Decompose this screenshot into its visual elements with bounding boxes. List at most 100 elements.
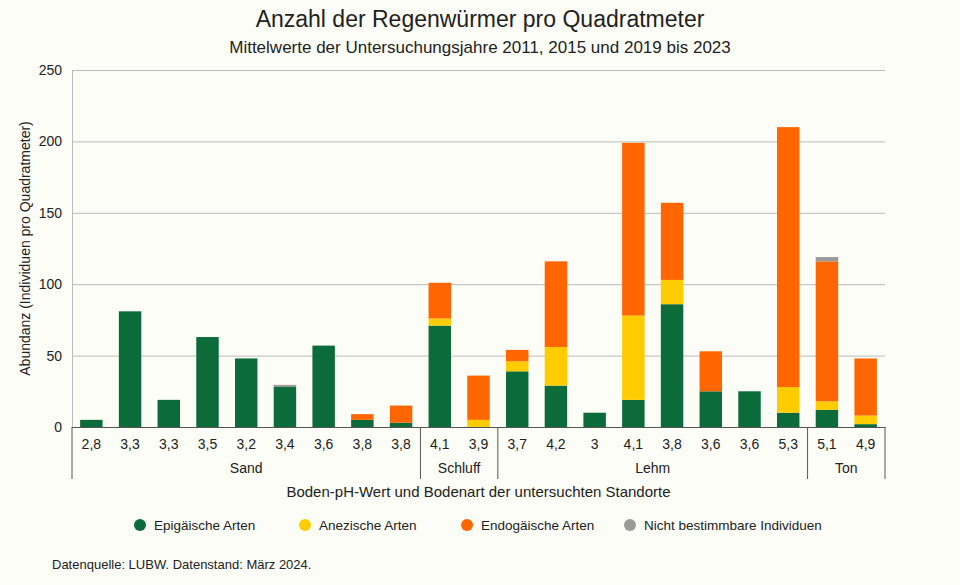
- grid-line: [72, 427, 885, 428]
- bar-segment: [777, 127, 799, 387]
- grid-line: [72, 356, 885, 357]
- bar-segment: [158, 400, 180, 427]
- group-separator: [807, 427, 808, 479]
- x-tick-label: 3,4: [275, 436, 295, 452]
- x-tick-label: 3,6: [314, 436, 334, 452]
- bar-segment: [816, 410, 838, 427]
- x-tick-label: 4,1: [624, 436, 644, 452]
- x-tick: 4,1: [430, 427, 450, 452]
- x-tick: 3: [591, 427, 599, 452]
- x-tick-label: 5,3: [778, 436, 798, 452]
- y-tick-label: 250: [39, 62, 63, 78]
- bar-segment: [622, 142, 644, 143]
- x-tick-label: 4,9: [856, 436, 876, 452]
- bar-segment: [312, 346, 334, 427]
- bar-segment: [545, 347, 567, 386]
- legend-label: Endogäische Arten: [481, 518, 594, 533]
- group-label: Sand: [230, 460, 263, 476]
- bar-segment: [506, 349, 528, 350]
- bar-segment: [196, 337, 218, 338]
- bar-segment: [158, 399, 180, 400]
- bar-segment: [390, 405, 412, 406]
- x-tick: 3,8: [662, 427, 682, 452]
- x-tick: 4,2: [546, 427, 566, 452]
- legend-label: Nicht bestimmbare Individuen: [644, 518, 822, 533]
- y-tick: 50: [46, 348, 885, 364]
- x-tick-label: 3,3: [159, 436, 179, 452]
- bar-segment: [700, 391, 722, 427]
- bar-segment: [583, 412, 605, 413]
- x-tick-label: 3,2: [236, 436, 256, 452]
- plot: 0501001502002502,8 3,3 3,3 3,5 3,2 3,4 3,6 3,8 3…: [39, 62, 886, 479]
- bar-segment: [80, 419, 102, 420]
- x-axis: 2,8 3,3 3,3 3,5 3,2 3,4 3,6 3,8 3,8 4,1 3,9 3,7 4,2 3…: [73, 427, 886, 452]
- bar-segment: [467, 376, 489, 420]
- bar-segment: [506, 350, 528, 361]
- bar-segment: [467, 375, 489, 376]
- legend: Epigäische ArtenAnezische ArtenEndogäisc…: [134, 518, 822, 533]
- bar-segment: [816, 257, 838, 261]
- bar-segment: [390, 423, 412, 427]
- bar-segment: [661, 304, 683, 427]
- bar-segment: [583, 412, 605, 413]
- bar-segment: [196, 337, 218, 427]
- x-tick-label: 4,1: [430, 436, 450, 452]
- x-tick: 3,3: [159, 427, 179, 452]
- bar-segment: [351, 414, 373, 415]
- bar-segment: [80, 420, 102, 427]
- bar-segment: [467, 420, 489, 427]
- x-tick-label: 2,8: [82, 436, 102, 452]
- group-separator: [420, 427, 421, 479]
- bar-segment: [351, 420, 373, 427]
- group-label: Schluff: [438, 460, 481, 476]
- bar-segment: [429, 318, 451, 325]
- x-tick: 5,3: [778, 427, 798, 452]
- chart: Anzahl der Regenwürmer pro Quadratmeter M…: [0, 0, 960, 585]
- x-tick: 3,3: [120, 427, 140, 452]
- bar-segment: [545, 261, 567, 262]
- grid-line: [72, 213, 885, 214]
- x-tick-label: 3,5: [198, 436, 218, 452]
- bar-segment: [777, 387, 799, 413]
- y-axis: 050100150200250: [39, 62, 885, 435]
- x-tick-label: 3,6: [701, 436, 721, 452]
- bar-segment: [312, 345, 334, 346]
- bar-segment: [506, 371, 528, 427]
- legend-swatch: [624, 519, 636, 531]
- series-bars: [429, 280, 877, 427]
- legend-swatch: [461, 519, 473, 531]
- bar-segment: [119, 311, 141, 312]
- series-bars: [274, 257, 838, 387]
- x-tick-label: 5,1: [817, 436, 837, 452]
- series-bars: [80, 304, 877, 427]
- group-separators: [72, 427, 885, 479]
- x-tick: 3,2: [236, 427, 256, 452]
- x-tick: 4,1: [624, 427, 644, 452]
- bar-segment: [545, 261, 567, 347]
- bar-segment: [622, 143, 644, 316]
- title: Anzahl der Regenwürmer pro Quadratmeter: [256, 6, 705, 32]
- bar-segment: [158, 399, 180, 400]
- x-tick: 3,5: [198, 427, 218, 452]
- bar-segment: [80, 419, 102, 420]
- bar-segment: [119, 311, 141, 427]
- x-tick-label: 3,8: [662, 436, 682, 452]
- x-tick-label: 3,7: [507, 436, 527, 452]
- bar-segment: [429, 283, 451, 319]
- x-tick-label: 4,2: [546, 436, 566, 452]
- x-tick: 4,9: [856, 427, 876, 452]
- y-tick: 150: [39, 205, 885, 221]
- bar-segment: [235, 358, 257, 359]
- x-tick-label: 3,3: [120, 436, 140, 452]
- group-separator: [497, 427, 498, 479]
- x-tick-label: 3,8: [353, 436, 373, 452]
- y-axis-line: [73, 71, 886, 428]
- bar-segment: [854, 358, 876, 415]
- y-axis-title: Abundanz (Individuen pro Quadratmeter): [17, 121, 33, 375]
- x-tick: 2,8: [82, 427, 102, 452]
- bar-segment: [312, 345, 334, 346]
- x-tick-label: 3,9: [469, 436, 489, 452]
- bar-segment: [119, 311, 141, 312]
- subtitle: Mittelwerte der Untersuchungsjahre 2011,…: [229, 38, 731, 57]
- bar-segment: [196, 337, 218, 338]
